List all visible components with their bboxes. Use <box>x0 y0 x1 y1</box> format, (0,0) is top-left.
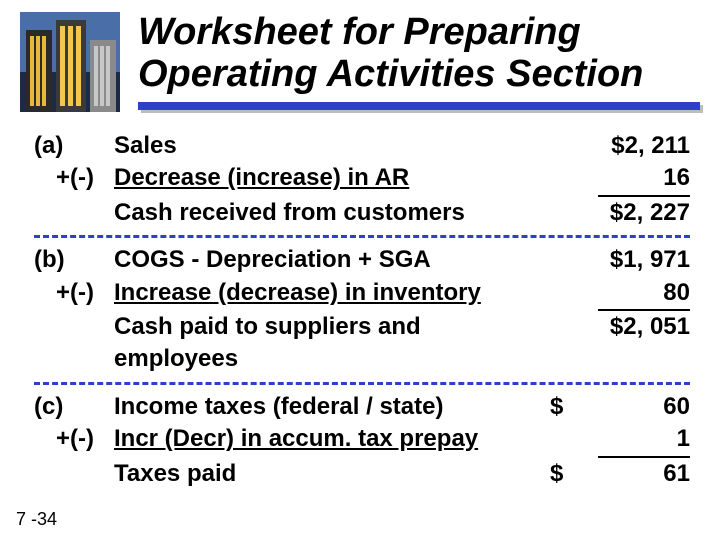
label-c2: Incr (Decr) in accum. tax prepay <box>114 423 550 455</box>
val-a3: $2, 227 <box>550 197 690 229</box>
label-a2: Decrease (increase) in AR <box>114 162 550 194</box>
val-c2: 1 <box>550 423 690 457</box>
row-c1: (c) Income taxes (federal / state) $60 <box>34 391 690 423</box>
content: (a) Sales $2, 211 +(-) Decrease (increas… <box>0 112 720 490</box>
tag-a: (a) <box>34 130 114 162</box>
row-a3: Cash received from customers $2, 227 <box>34 197 690 229</box>
label-c1: Income taxes (federal / state) <box>114 391 550 423</box>
val-a1: $2, 211 <box>550 130 690 162</box>
section-c: (c) Income taxes (federal / state) $60 +… <box>34 391 690 490</box>
label-a1: Sales <box>114 130 550 162</box>
page-number: 7 -34 <box>16 509 57 530</box>
label-b1: COGS - Depreciation + SGA <box>114 244 550 276</box>
label-a3: Cash received from customers <box>114 197 550 229</box>
label-b2: Increase (decrease) in inventory <box>114 277 550 309</box>
label-c3: Taxes paid <box>114 458 550 490</box>
row-b1: (b) COGS - Depreciation + SGA $1, 971 <box>34 244 690 276</box>
val-a2: 16 <box>550 162 690 196</box>
val-c3: $61 <box>550 458 690 490</box>
val-b1: $1, 971 <box>550 244 690 276</box>
tag-b: (b) <box>34 244 114 276</box>
title-underline <box>138 102 700 110</box>
row-b2: +(-) Increase (decrease) in inventory 80 <box>34 277 690 311</box>
title-line1: Worksheet for Preparing <box>138 12 700 54</box>
divider-2 <box>34 382 690 385</box>
val-c1: $60 <box>550 391 690 423</box>
val-b3: $2, 051 <box>550 311 690 343</box>
header: Worksheet for Preparing Operating Activi… <box>0 0 720 112</box>
divider-1 <box>34 235 690 238</box>
row-c3: Taxes paid $61 <box>34 458 690 490</box>
title-block: Worksheet for Preparing Operating Activi… <box>138 12 700 110</box>
op-a: +(-) <box>34 162 114 194</box>
row-a1: (a) Sales $2, 211 <box>34 130 690 162</box>
title-line2: Operating Activities Section <box>138 54 700 96</box>
tag-c: (c) <box>34 391 114 423</box>
section-a: (a) Sales $2, 211 +(-) Decrease (increas… <box>34 130 690 229</box>
val-b2: 80 <box>550 277 690 311</box>
buildings-image <box>20 12 120 112</box>
section-b: (b) COGS - Depreciation + SGA $1, 971 +(… <box>34 244 690 376</box>
label-b3: Cash paid to suppliers and employees <box>114 311 550 376</box>
op-b: +(-) <box>34 277 114 309</box>
row-c2: +(-) Incr (Decr) in accum. tax prepay 1 <box>34 423 690 457</box>
op-c: +(-) <box>34 423 114 455</box>
row-b3: Cash paid to suppliers and employees $2,… <box>34 311 690 376</box>
row-a2: +(-) Decrease (increase) in AR 16 <box>34 162 690 196</box>
